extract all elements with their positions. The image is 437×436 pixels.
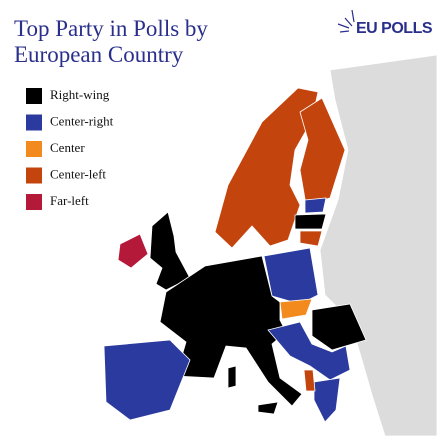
region [311, 303, 367, 351]
legend-label: Center-left [50, 166, 106, 181]
legend-label: Far-left [50, 193, 89, 208]
legend-swatch [26, 88, 42, 104]
region [103, 339, 191, 421]
region [299, 230, 323, 247]
region [227, 365, 237, 389]
legend-label: Center-right [50, 113, 114, 128]
title: Top Party in Polls by European Country [14, 16, 208, 67]
region [294, 213, 327, 230]
logo-mark [337, 9, 355, 33]
region [304, 197, 327, 214]
region [313, 377, 341, 423]
map-regions [103, 54, 437, 436]
legend-swatch [26, 114, 42, 131]
region [303, 369, 316, 392]
legend: Right-wing Center-right Center Center-left F… [26, 87, 114, 210]
region [149, 211, 191, 291]
legend-label: Right-wing [50, 87, 110, 102]
region [257, 401, 279, 415]
region [117, 233, 149, 269]
region [214, 87, 319, 249]
legend-swatch [26, 141, 42, 157]
region [267, 321, 351, 381]
legend-label: Center [50, 140, 85, 155]
region [279, 298, 313, 320]
logo: EU POLLS [356, 20, 433, 37]
legend-swatch [26, 167, 42, 184]
legend-swatch [26, 194, 42, 210]
